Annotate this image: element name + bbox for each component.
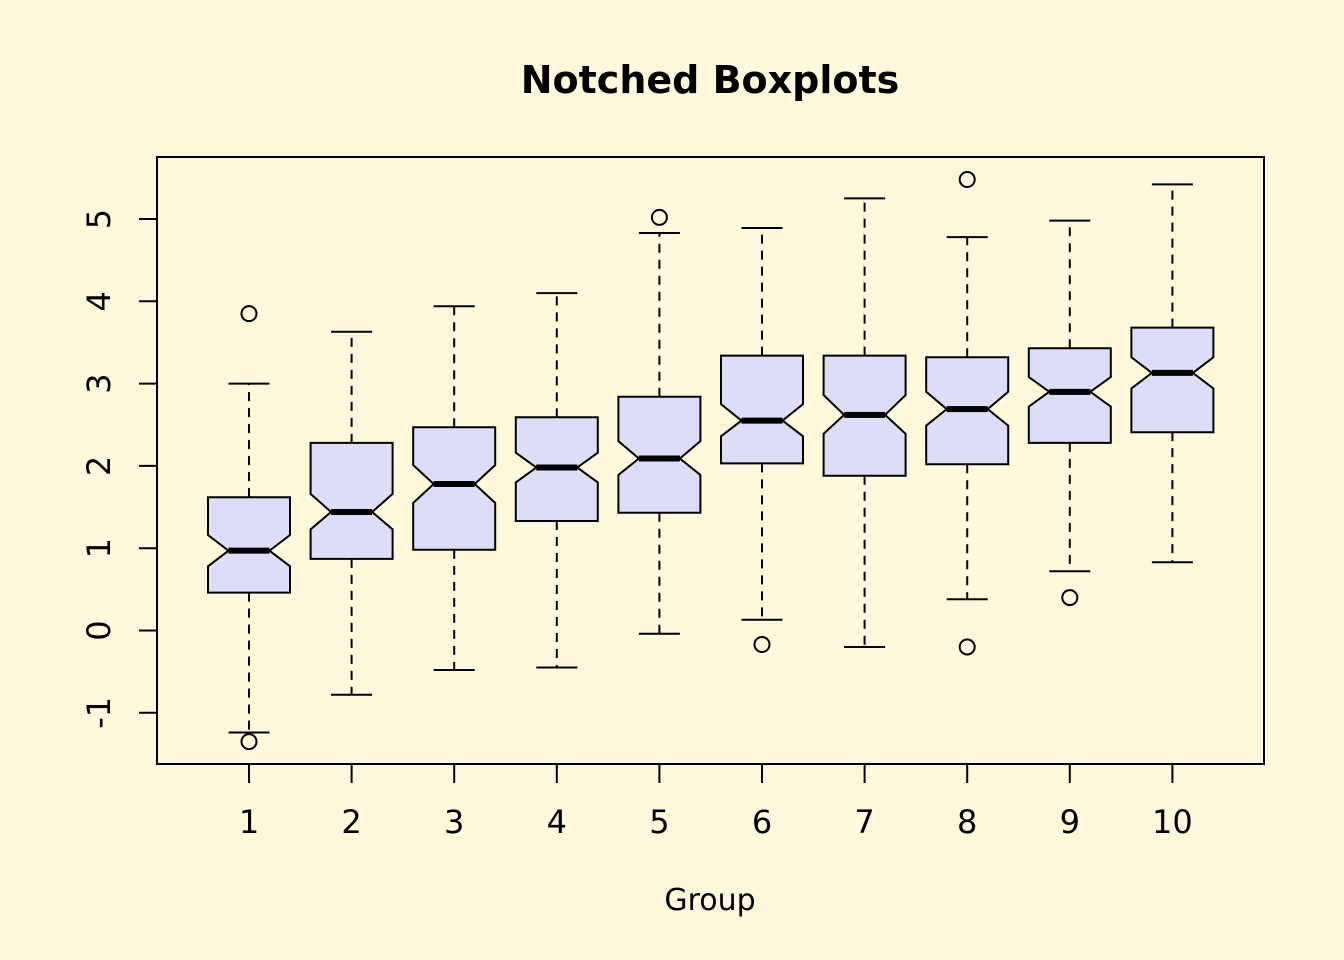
outlier-point [958, 170, 976, 188]
y-axis: -1 0 1 2 3 4 5 [80, 209, 158, 729]
box-5 [617, 208, 702, 635]
y-tick-label: 4 [80, 291, 118, 311]
x-axis: 1 2 3 4 5 6 7 8 9 10 [239, 763, 1193, 841]
y-tick-label: 5 [80, 209, 118, 229]
outlier-point [650, 208, 668, 226]
y-tick-label: 1 [80, 538, 118, 558]
box-2 [309, 330, 394, 696]
x-tick-label: 3 [444, 803, 464, 841]
outlier-point [240, 733, 258, 751]
y-tick-label: 0 [80, 620, 118, 640]
notched-box [309, 441, 394, 560]
notched-box [412, 426, 497, 551]
notched-box [1027, 347, 1112, 444]
chart-title: Notched Boxplots [521, 58, 900, 102]
x-axis-label: Group [664, 883, 755, 918]
x-tick-label: 6 [752, 803, 772, 841]
box-7 [822, 197, 907, 648]
box-3 [412, 305, 497, 672]
x-tick-label: 1 [239, 803, 259, 841]
outlier-point [753, 635, 771, 653]
outlier-point [1061, 589, 1079, 607]
box-10 [1130, 183, 1215, 564]
notched-box [207, 496, 291, 594]
x-tick-label: 7 [854, 803, 874, 841]
notched-box [1130, 326, 1215, 434]
x-tick-label: 5 [649, 803, 669, 841]
box-1 [207, 305, 291, 751]
y-tick-label: 2 [80, 456, 118, 476]
y-tick-label: -1 [80, 697, 118, 729]
x-tick-label: 4 [547, 803, 567, 841]
x-tick-label: 8 [957, 803, 977, 841]
box-4 [514, 292, 599, 669]
box-9 [1027, 219, 1112, 607]
x-tick-label: 2 [341, 803, 361, 841]
outlier-point [958, 638, 976, 656]
box-group [207, 170, 1215, 751]
x-tick-label: 9 [1060, 803, 1080, 841]
outlier-point [240, 305, 258, 323]
notched-box [617, 395, 702, 514]
box-8 [925, 170, 1010, 656]
box-6 [720, 227, 804, 653]
notched-box [720, 354, 804, 465]
y-tick-label: 3 [80, 373, 118, 393]
x-tick-label: 10 [1152, 803, 1193, 841]
